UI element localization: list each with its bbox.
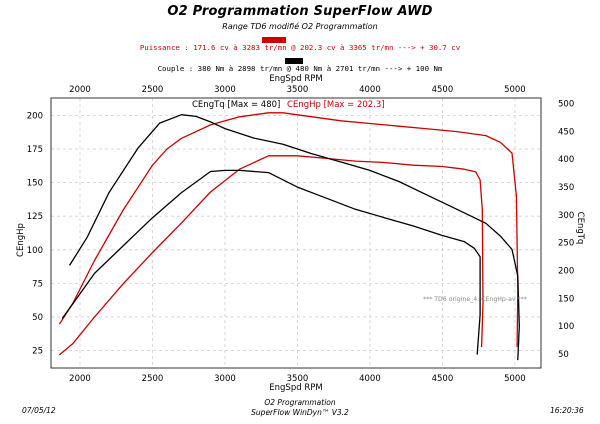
x-tick-label-bottom: 4000 [359,374,381,384]
y-right-tick-label: 450 [558,127,574,137]
series-lines [59,112,520,361]
torque-summary-line: Couple : 380 Nm à 2898 tr/mn @ 480 Nm à … [157,64,443,73]
x-tick-label-top: 3000 [214,85,236,95]
x-tick-label-top: 2500 [142,85,164,95]
x-tick-label-top: 5000 [504,85,526,95]
x-tick-label-top: 2000 [69,85,91,95]
chart-subtitle: Range TD6 modifié O2 Programmation [222,22,378,31]
x-axis-bottom-label: EngSpd RPM [269,383,322,393]
y-right-tick-label: 250 [558,239,574,249]
series-line-2 [59,112,519,348]
y-left-tick-label: 125 [27,212,43,222]
x-tick-label-top: 4000 [359,85,381,95]
footer-date: 07/05/12 [22,406,56,415]
y-right-tick-label: 300 [558,211,574,221]
x-tick-label-bottom: 5000 [504,374,526,384]
x-tick-label-top: 4500 [432,85,454,95]
x-axis-top-label: EngSpd RPM [269,74,322,84]
y-right-tick-label: 50 [558,350,569,360]
power-max-annotation: CEngHp [Max = 202.3] [287,100,385,110]
y-right-tick-label: 150 [558,294,574,304]
chart-title: O2 Programmation SuperFlow AWD [167,4,433,19]
series-line-1 [59,155,484,356]
tick-labels: 2000 2000 2500 2500 3000 3000 3500 3500 4000 4000… [27,85,574,384]
grid [51,98,541,368]
x-tick-label-bottom: 3500 [287,374,309,384]
x-tick-label-top: 3500 [287,85,309,95]
torque-legend-swatch [285,58,303,64]
power-summary-line: Puissance : 171.6 cv à 3283 tr/mn @ 202.… [139,43,461,52]
x-tick-label-bottom: 2500 [142,374,164,384]
y-right-tick-label: 500 [558,100,574,110]
x-tick-label-bottom: 2000 [69,374,91,384]
run-label-annotation: *** TD6 origine_4: CEngHp-av *** [423,296,527,303]
series-line-4 [69,114,520,361]
x-tick-label-bottom: 3000 [214,374,236,384]
y-left-tick-label: 50 [32,313,43,323]
x-tick-label-bottom: 4500 [432,374,454,384]
y-left-tick-label: 150 [27,179,43,189]
y-right-tick-label: 350 [558,183,574,193]
plot-frame [50,97,542,369]
series-line-3 [61,169,481,355]
torque-max-annotation: CEngTq [Max = 480] [192,100,280,110]
y-left-tick-label: 200 [27,111,43,121]
y-left-tick-label: 175 [27,145,43,155]
y-right-tick-label: 200 [558,267,574,277]
y-left-tick-label: 25 [32,347,43,357]
y-left-tick-label: 75 [32,279,43,289]
y-right-tick-label: 400 [558,155,574,165]
y-axis-right-label: CEngTq [575,212,585,245]
power-legend-swatch [262,37,286,43]
y-left-tick-label: 100 [27,246,43,256]
y-right-tick-label: 100 [558,322,574,332]
y-axis-left-label: CEngHp [16,223,26,257]
footer-time: 16:20:36 [550,406,584,415]
footer-software: SuperFlow WinDyn™ V3.2 [251,408,349,417]
footer-company: O2 Programmation [264,398,336,407]
